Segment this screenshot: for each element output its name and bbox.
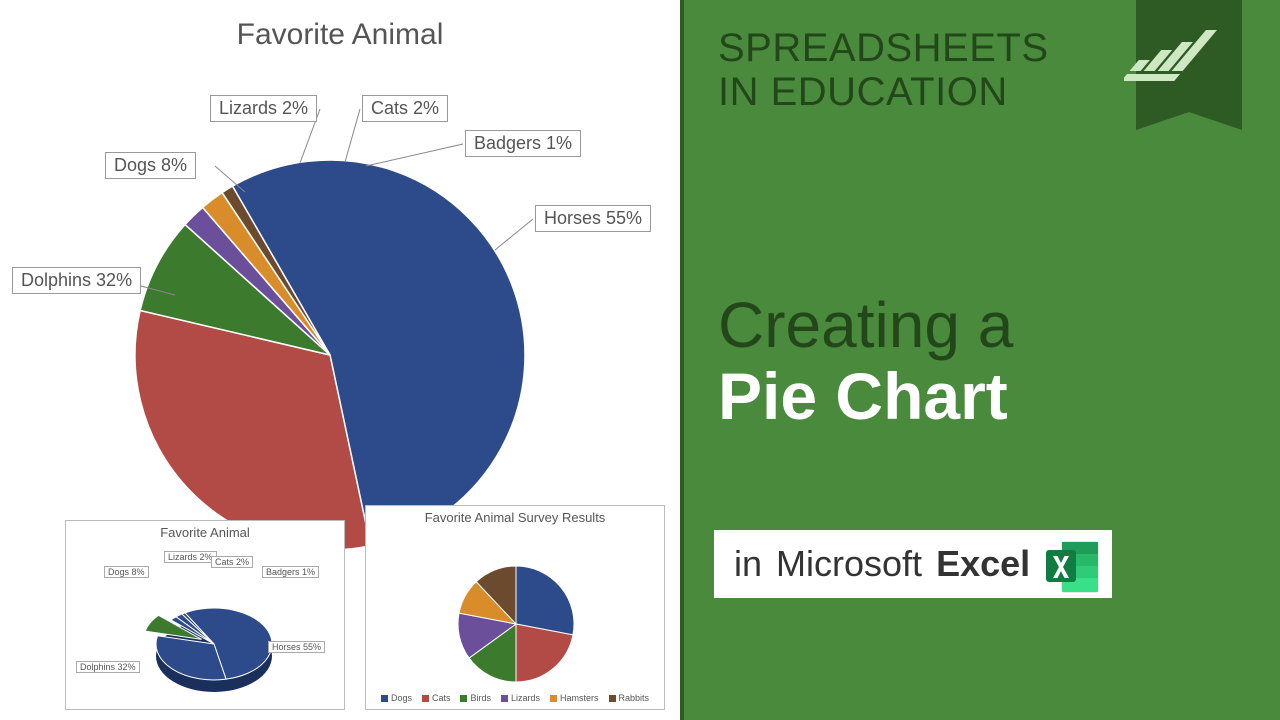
callout-label: Dogs 8%: [105, 152, 196, 179]
brand-heading: SPREADSHEETS IN EDUCATION: [718, 26, 1049, 114]
title-line-2: Pie Chart: [718, 360, 1013, 432]
legend-item: Dogs: [381, 693, 412, 703]
callout-label: Lizards 2%: [210, 95, 317, 122]
legend-text: Lizards: [511, 693, 540, 703]
inset-label: Dogs 8%: [104, 566, 149, 578]
inset-b-legend: Dogs Cats Birds Lizards Hamsters Rabbits: [366, 693, 664, 703]
subtitle-prefix: in: [734, 543, 762, 585]
legend-item: Rabbits: [609, 693, 650, 703]
legend-text: Dogs: [391, 693, 412, 703]
inset-chart-exploded: Favorite Animal Horses 55% Dolphins 32% Do…: [65, 520, 345, 710]
legend-text: Cats: [432, 693, 451, 703]
legend-item: Birds: [460, 693, 491, 703]
callout-label: Dolphins 32%: [12, 267, 141, 294]
legend-item: Lizards: [501, 693, 540, 703]
legend-item: Hamsters: [550, 693, 599, 703]
inset-a-title: Favorite Animal: [66, 525, 344, 540]
inset-label: Dolphins 32%: [76, 661, 140, 673]
legend-text: Birds: [470, 693, 491, 703]
callout-label: Cats 2%: [362, 95, 448, 122]
brand-heading-line2: IN EDUCATION: [718, 70, 1049, 114]
inset-chart-legend: Favorite Animal Survey Results Dogs Cats B…: [365, 505, 665, 710]
excel-icon: [1044, 540, 1092, 588]
inset-label: Horses 55%: [268, 641, 325, 653]
main-title-block: Creating a Pie Chart: [718, 290, 1013, 432]
brand-heading-line1: SPREADSHEETS: [718, 26, 1049, 70]
legend-swatch: [381, 695, 388, 702]
title-panel: SPREADSHEETS IN EDUCATION Creating a Pie…: [680, 0, 1280, 720]
chart-panel: Favorite Animal Horses 55% Dolphins 32% Do…: [0, 0, 680, 720]
title-line-1: Creating a: [718, 290, 1013, 360]
callout-label: Badgers 1%: [465, 130, 581, 157]
legend-swatch: [501, 695, 508, 702]
logo-ribbon-icon: [1124, 0, 1254, 170]
inset-label: Lizards 2%: [164, 551, 217, 563]
subtitle-strong: Excel: [936, 543, 1030, 585]
legend-swatch: [609, 695, 616, 702]
inset-b-svg: [366, 524, 666, 684]
main-chart-title: Favorite Animal: [0, 18, 680, 52]
legend-swatch: [460, 695, 467, 702]
main-pie-chart: Horses 55% Dolphins 32% Dogs 8% Lizards 2% C…: [0, 70, 680, 550]
inset-b-title: Favorite Animal Survey Results: [366, 510, 664, 525]
callout-label: Horses 55%: [535, 205, 651, 232]
inset-label: Badgers 1%: [262, 566, 319, 578]
legend-swatch: [422, 695, 429, 702]
inset-label: Cats 2%: [211, 556, 253, 568]
subtitle-bar: in Microsoft Excel: [714, 530, 1112, 598]
subtitle-mid: Microsoft: [776, 543, 922, 585]
legend-swatch: [550, 695, 557, 702]
panel-divider: [680, 0, 684, 720]
legend-text: Rabbits: [619, 693, 650, 703]
legend-item: Cats: [422, 693, 451, 703]
legend-text: Hamsters: [560, 693, 599, 703]
inset-a-svg: [66, 539, 346, 709]
